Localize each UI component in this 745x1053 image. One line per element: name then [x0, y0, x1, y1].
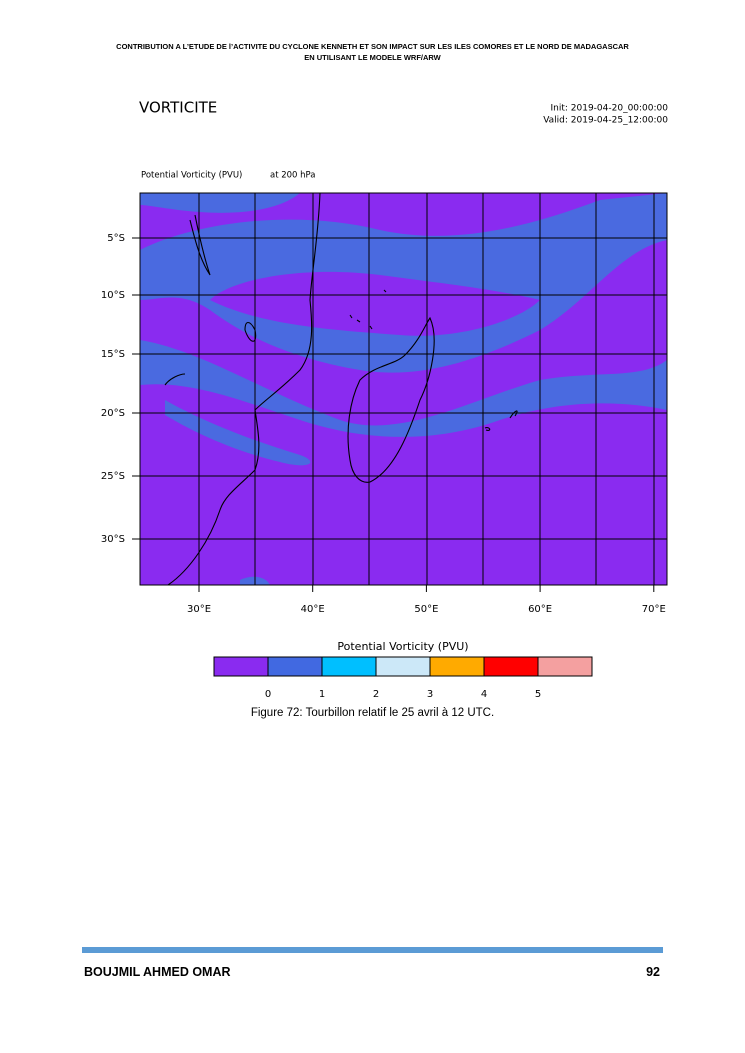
map-frame — [139, 192, 668, 586]
lat-label: 15°S — [101, 349, 125, 360]
lon-label: 60°E — [528, 604, 552, 615]
lon-label: 40°E — [301, 604, 325, 615]
figure-title: VORTICITE — [139, 99, 217, 117]
footer-author: BOUJMIL AHMED OMAR — [84, 965, 231, 979]
page-number: 92 — [646, 965, 660, 979]
init-time: Init: 2019-04-20_00:00:00 — [550, 104, 668, 114]
colorbar-box — [483, 656, 539, 677]
footer-rule — [82, 947, 663, 953]
colorbar-box — [537, 656, 593, 677]
colorbar-label: 4 — [481, 689, 487, 700]
colorbar-label: 0 — [265, 689, 271, 700]
colorbar-label: 5 — [535, 689, 541, 700]
colorbar-box — [267, 656, 323, 677]
caption: Figure 72: Tourbillon relatif le 25 avri… — [250, 707, 495, 719]
header-line: CONTRIBUTION A L’ETUDE DE l’ACTIVITE DU … — [116, 42, 629, 51]
lat-label: 20°S — [101, 408, 125, 419]
colorbar-box — [375, 656, 431, 677]
axis-labels: 5°S 10°S 15°S 20°S 25°S 30°S 30°E 40°E 50°E 60°E 7… — [101, 233, 666, 615]
colorbar-box — [321, 656, 377, 677]
lon-label: 70°E — [642, 604, 666, 615]
lat-label: 5°S — [107, 233, 125, 244]
field-name: Potential Vorticity (PVU) — [141, 171, 242, 181]
graticule — [140, 193, 667, 585]
colorbar-label: 3 — [427, 689, 433, 700]
colorbar-title: Potential Vorticity (PVU) — [337, 640, 468, 653]
colorbar-label: 1 — [319, 689, 325, 700]
lat-label: 10°S — [101, 290, 125, 301]
lat-label: 25°S — [101, 471, 125, 482]
valid-time: Valid: 2019-04-25_12:00:00 — [543, 116, 668, 126]
inner-area — [210, 271, 540, 336]
colorbar-box — [429, 656, 485, 677]
colorbar: 0 1 2 3 4 5 — [213, 656, 593, 700]
colorbar-box — [213, 656, 269, 677]
figure: VORTICITE Init: 2019-04-20_00:00:00 Vali… — [101, 99, 668, 701]
field-level: at 200 hPa — [270, 171, 316, 181]
lat-label: 30°S — [101, 534, 125, 545]
lon-label: 50°E — [414, 604, 438, 615]
lon-label: 30°E — [187, 604, 211, 615]
header-line: EN UTILISANT LE MODELE WRF/ARW — [304, 53, 441, 62]
colorbar-label: 2 — [373, 689, 379, 700]
map — [140, 193, 667, 585]
